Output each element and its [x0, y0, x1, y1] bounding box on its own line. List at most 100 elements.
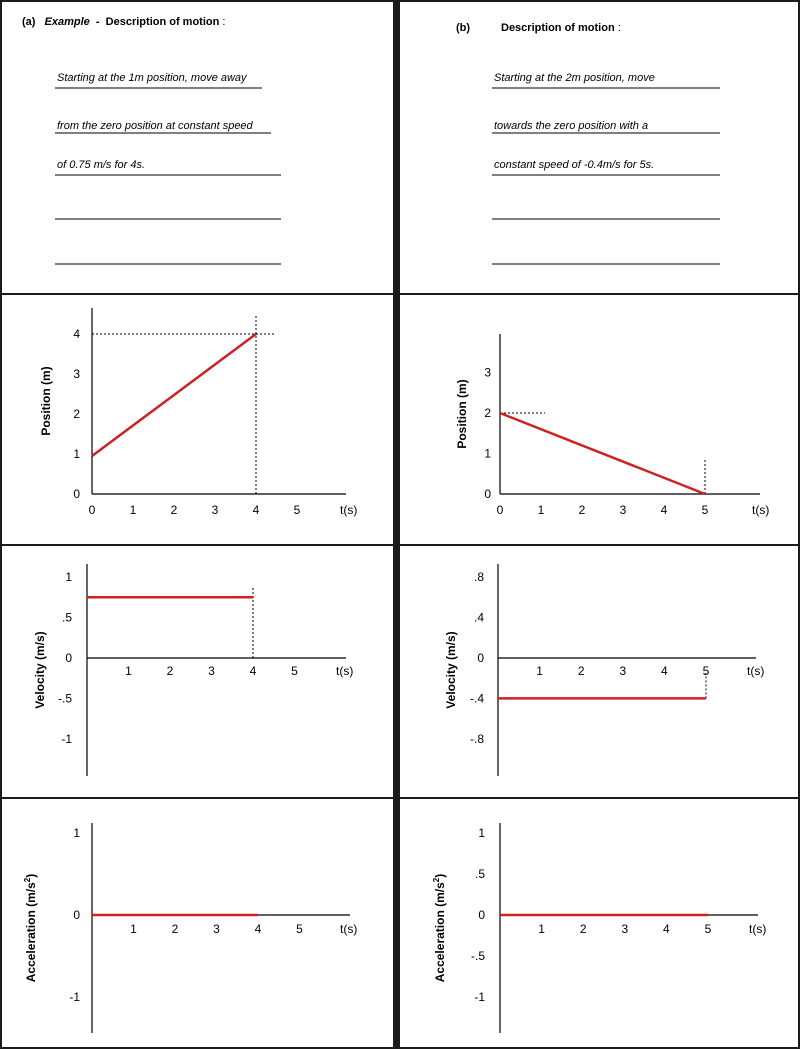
panel-b-heading: Description of motion: [501, 22, 615, 34]
x-tick-label: 0: [497, 503, 504, 517]
y-tick-label: 4: [73, 327, 80, 341]
panel-a-heading: Description of motion: [106, 16, 220, 28]
x-axis-unit: t(s): [340, 922, 357, 936]
x-tick-label: 0: [89, 503, 96, 517]
x-tick-label: 5: [296, 922, 303, 936]
x-tick-label: 1: [125, 664, 132, 678]
y-tick-label: 2: [73, 407, 80, 421]
x-tick-label: 2: [578, 664, 585, 678]
x-tick-label: 2: [580, 922, 587, 936]
x-tick-label: 5: [703, 664, 710, 678]
y-axis-title-main: Acceleration (m/s: [433, 882, 447, 982]
y-axis-title-main: Acceleration (m/s: [24, 882, 38, 982]
panel-b-line-3: constant speed of -0.4m/s for 5s.: [494, 159, 654, 171]
x-tick-label: 1: [130, 922, 137, 936]
y-axis-title-end: ): [24, 874, 38, 878]
y-tick-label: -1: [474, 990, 485, 1004]
y-tick-label: 3: [484, 366, 491, 380]
panel-a-dash: -: [93, 16, 103, 28]
y-axis-title: Velocity (m/s): [444, 631, 458, 708]
x-tick-label: 2: [167, 664, 174, 678]
x-tick-label: 4: [255, 922, 262, 936]
panel-b-header: Description of motion :: [501, 22, 621, 34]
y-tick-label: .5: [475, 867, 485, 881]
y-tick-label: 3: [73, 367, 80, 381]
x-tick-label: 1: [536, 664, 543, 678]
x-tick-label: 4: [663, 922, 670, 936]
y-tick-label: 0: [484, 487, 491, 501]
x-axis-unit: t(s): [340, 503, 357, 517]
x-tick-label: 5: [291, 664, 298, 678]
panel-a-header: (a) Example - Description of motion :: [22, 16, 225, 28]
panel-b-line-2: towards the zero position with a: [494, 120, 648, 132]
y-tick-label: 1: [478, 826, 485, 840]
x-tick-label: 5: [294, 503, 301, 517]
x-tick-label: 1: [130, 503, 137, 517]
x-tick-label: 4: [661, 664, 668, 678]
x-tick-label: 4: [661, 503, 668, 517]
panel-a-description: (a) Example - Description of motion : St…: [22, 16, 281, 265]
x-tick-label: 3: [619, 664, 626, 678]
y-axis-title: Acceleration (m/s2): [432, 874, 447, 983]
x-axis-unit: t(s): [747, 664, 764, 678]
x-tick-label: 1: [538, 503, 545, 517]
panel-a-example: Example: [45, 16, 90, 28]
x-tick-label: 1: [538, 922, 545, 936]
x-tick-label: 3: [208, 664, 215, 678]
y-tick-label: 1: [73, 447, 80, 461]
x-tick-label: 5: [705, 922, 712, 936]
y-tick-label: -.5: [58, 692, 72, 706]
chart-a-acceleration: 10-11 2 3 4 5 t(s)Acceleration (m/s2): [23, 823, 357, 1033]
y-tick-label: -1: [69, 990, 80, 1004]
y-tick-label: 0: [73, 487, 80, 501]
data-series-line: [499, 411, 706, 496]
y-axis-title: Acceleration (m/s2): [23, 874, 38, 983]
x-tick-label: 3: [620, 503, 627, 517]
y-axis-title-superscript: 2: [432, 877, 441, 882]
y-tick-label: 0: [477, 651, 484, 665]
x-tick-label: 2: [172, 922, 179, 936]
chart-a-position: 0 1 2 3 4 0 1 2 3 4 5 t(s) Position (m): [39, 308, 357, 517]
x-tick-label: 2: [171, 503, 178, 517]
x-tick-label: 3: [621, 922, 628, 936]
x-axis-unit: t(s): [749, 922, 766, 936]
panel-b-label: (b): [456, 22, 470, 34]
panel-b-description: (b) Description of motion : Starting at …: [456, 22, 720, 265]
y-tick-label: 0: [478, 908, 485, 922]
y-axis-title: Position (m): [39, 366, 53, 435]
y-tick-label: -1: [61, 732, 72, 746]
panel-a-label: (a): [22, 16, 36, 28]
y-tick-label: 0: [65, 651, 72, 665]
panel-a-colon: :: [222, 16, 225, 28]
y-tick-label: -.5: [471, 949, 485, 963]
x-tick-label: 3: [212, 503, 219, 517]
y-axis-title-superscript: 2: [23, 877, 32, 882]
panel-b-line-1: Starting at the 2m position, move: [494, 72, 655, 84]
chart-b-position: 0 1 2 3 0 1 2 3 4 5 t(s) Position (m): [455, 334, 769, 517]
x-tick-label: 4: [250, 664, 257, 678]
panel-a-line-2: from the zero position at constant speed: [57, 120, 254, 132]
y-tick-label: 1: [73, 826, 80, 840]
chart-b-velocity: .8 .4 0 -.4 -.8 1 2 3 4 5 t(s) Velocity (m/s): [444, 564, 764, 776]
y-tick-label: .5: [62, 611, 72, 625]
y-tick-label: 0: [73, 908, 80, 922]
chart-b-acceleration: 1.50-.5-11 2 3 4 5 t(s)Acceleration (m/s2): [432, 823, 766, 1033]
y-axis-title-end: ): [433, 874, 447, 878]
data-series-line: [91, 332, 257, 458]
x-tick-label: 5: [702, 503, 709, 517]
y-tick-label: -.8: [470, 732, 484, 746]
chart-a-velocity: 1 .5 0 -.5 -1 1 2 3 4 5 t(s) Velocity (m/s): [33, 564, 353, 776]
y-tick-label: -.4: [470, 691, 484, 705]
y-axis-title: Velocity (m/s): [33, 631, 47, 708]
panel-a-line-3: of 0.75 m/s for 4s.: [57, 159, 145, 171]
center-divider: [393, 0, 400, 1049]
panel-a-line-1: Starting at the 1m position, move away: [57, 72, 248, 84]
x-tick-label: 4: [253, 503, 260, 517]
y-tick-label: 1: [484, 447, 491, 461]
panel-b-colon: :: [618, 22, 621, 34]
x-axis-unit: t(s): [336, 664, 353, 678]
y-tick-label: .8: [474, 570, 484, 584]
y-tick-label: 2: [484, 406, 491, 420]
y-tick-label: .4: [474, 611, 484, 625]
